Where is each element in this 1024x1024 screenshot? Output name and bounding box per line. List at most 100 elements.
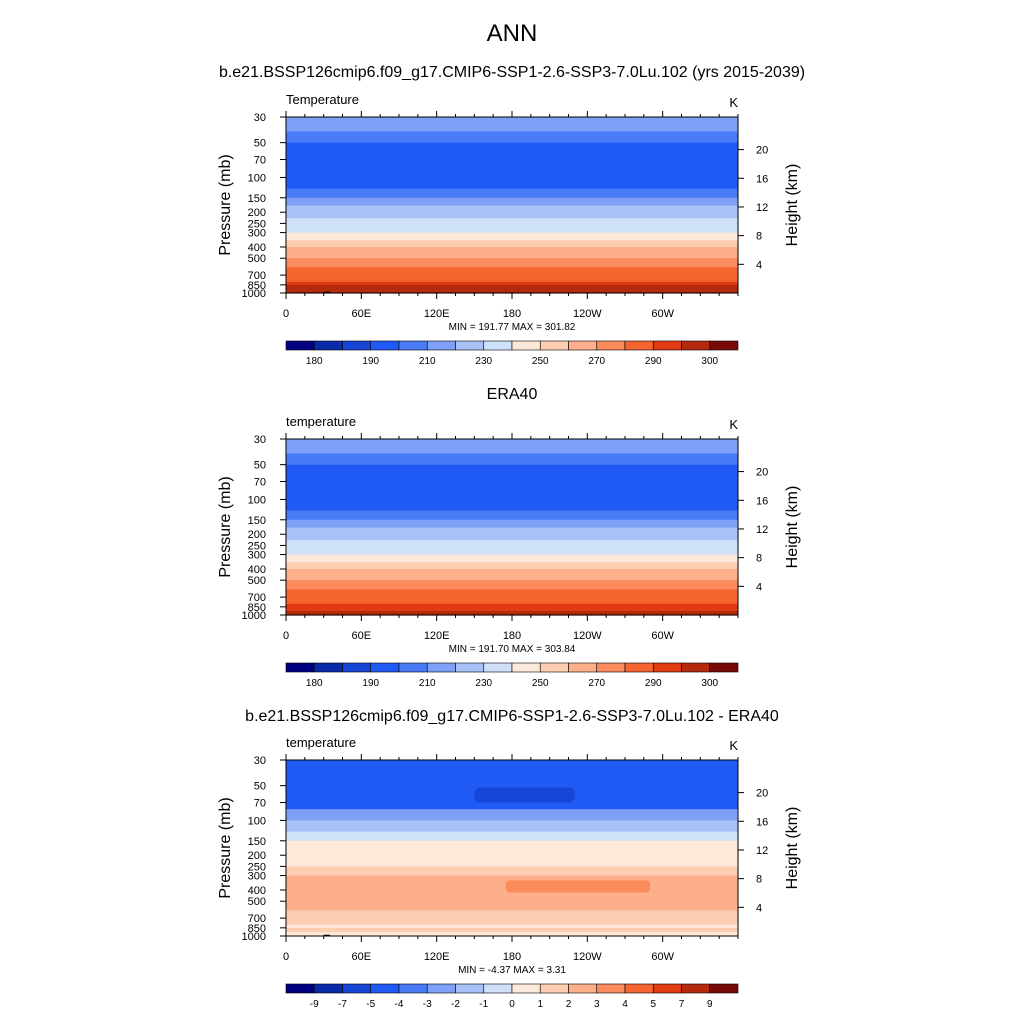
y-tick-label: 1000 bbox=[242, 288, 266, 300]
colorbar-label: 190 bbox=[362, 356, 379, 367]
contour-band bbox=[286, 275, 738, 283]
colorbar-swatch bbox=[624, 340, 654, 351]
colorbar-swatch bbox=[483, 662, 513, 673]
colorbar-label: 290 bbox=[645, 356, 662, 367]
colorbar-swatch bbox=[483, 340, 513, 351]
colorbar-swatch bbox=[596, 983, 626, 994]
colorbar-swatch bbox=[285, 983, 315, 994]
height-tick-label: 16 bbox=[756, 816, 768, 828]
contour-band bbox=[286, 820, 738, 833]
colorbar-swatch bbox=[426, 983, 456, 994]
colorbar-swatch bbox=[709, 983, 739, 994]
colorbar-label: 1 bbox=[537, 999, 543, 1010]
y-tick-label: 300 bbox=[248, 228, 266, 240]
contour-band bbox=[286, 240, 738, 248]
height-tick-label: 8 bbox=[756, 231, 762, 243]
colorbar-label: 270 bbox=[588, 356, 605, 367]
colorbar-swatch bbox=[398, 662, 428, 673]
colorbar-swatch bbox=[511, 662, 541, 673]
contour-band bbox=[286, 606, 738, 612]
x-tick-label: 120E bbox=[424, 951, 450, 963]
contour-band bbox=[286, 499, 738, 512]
y-tick-label: 100 bbox=[248, 815, 266, 827]
colorbar-swatch bbox=[681, 983, 711, 994]
contour-band bbox=[286, 481, 738, 492]
colorbar-label: 5 bbox=[650, 999, 656, 1010]
contour-band bbox=[286, 205, 738, 213]
colorbar-swatch bbox=[285, 662, 315, 673]
contour-band bbox=[286, 439, 738, 455]
colorbar-swatch bbox=[285, 340, 315, 351]
colorbar-label: 0 bbox=[509, 999, 515, 1010]
colorbar-swatch bbox=[539, 983, 569, 994]
colorbar-swatch bbox=[568, 662, 598, 673]
panel-3-title: b.e21.BSSP126cmip6.f09_g17.CMIP6-SSP1-2.… bbox=[245, 708, 779, 725]
colorbar-swatch bbox=[652, 340, 682, 351]
stats-label: MIN = -4.37 MAX = 3.31 bbox=[458, 965, 566, 976]
y-tick-label: 150 bbox=[248, 836, 266, 848]
colorbar-swatch bbox=[652, 983, 682, 994]
y-tick-label: 70 bbox=[254, 477, 266, 489]
colorbar-label: -7 bbox=[338, 999, 347, 1010]
y-tick-label: 400 bbox=[248, 242, 266, 254]
colorbar-swatch bbox=[398, 983, 428, 994]
colorbar-label: 250 bbox=[532, 678, 549, 689]
height-tick-label: 20 bbox=[756, 467, 768, 479]
colorbar-swatch bbox=[313, 983, 343, 994]
colorbar-swatch bbox=[681, 340, 711, 351]
colorbar-label: 4 bbox=[622, 999, 628, 1010]
contour-band bbox=[286, 519, 738, 529]
x-tick-label: 60E bbox=[352, 308, 372, 320]
height-tick-label: 8 bbox=[756, 553, 762, 565]
y-tick-label: 150 bbox=[248, 193, 266, 205]
contour-band bbox=[286, 188, 738, 199]
x-tick-label: 0 bbox=[283, 630, 289, 642]
colorbar-swatch bbox=[370, 340, 400, 351]
y-axis-label: Pressure (mb) bbox=[217, 797, 234, 898]
anomaly-patch bbox=[474, 787, 575, 803]
contour-band bbox=[286, 212, 738, 219]
colorbar-label: 190 bbox=[362, 678, 379, 689]
height-tick-label: 12 bbox=[756, 845, 768, 857]
colorbar-swatch bbox=[511, 983, 541, 994]
colorbar-label: -9 bbox=[310, 999, 319, 1010]
colorbar-label: -4 bbox=[395, 999, 404, 1010]
y-tick-label: 700 bbox=[248, 913, 266, 925]
x-tick-label: 120W bbox=[573, 951, 602, 963]
variable-label: temperature bbox=[286, 414, 356, 429]
contour-band bbox=[286, 464, 738, 475]
contour-band bbox=[286, 473, 738, 483]
colorbar-label: 230 bbox=[475, 678, 492, 689]
y-tick-label: 50 bbox=[254, 781, 266, 793]
y-tick-label: 500 bbox=[248, 896, 266, 908]
contour-band bbox=[286, 540, 738, 547]
contour-band bbox=[286, 918, 738, 926]
contour-band bbox=[286, 284, 738, 290]
colorbar-label: 300 bbox=[701, 678, 718, 689]
colorbar-label: 180 bbox=[306, 356, 323, 367]
contour-band bbox=[286, 218, 738, 225]
contour-band bbox=[286, 809, 738, 822]
height-tick-label: 4 bbox=[756, 581, 762, 593]
contour-band bbox=[286, 247, 738, 259]
colorbar-swatch bbox=[652, 662, 682, 673]
x-tick-label: 120E bbox=[424, 630, 450, 642]
x-tick-label: 0 bbox=[283, 308, 289, 320]
contour-band bbox=[286, 831, 738, 842]
colorbar-swatch bbox=[342, 662, 372, 673]
panel-2: 0 60E 120E 180 120W 60W3050701001502002503004… bbox=[217, 414, 801, 689]
colorbar-swatch bbox=[313, 340, 343, 351]
contour-band bbox=[286, 177, 738, 190]
contour-band bbox=[286, 223, 738, 234]
contour-band bbox=[286, 875, 738, 884]
colorbar-swatch bbox=[596, 340, 626, 351]
y-tick-label: 200 bbox=[248, 207, 266, 219]
y-tick-label: 1000 bbox=[242, 610, 266, 622]
x-tick-label: 120E bbox=[424, 308, 450, 320]
y-tick-label: 250 bbox=[248, 540, 266, 552]
contour-band bbox=[286, 258, 738, 268]
contour-band bbox=[286, 151, 738, 161]
colorbar-swatch bbox=[511, 340, 541, 351]
y-tick-label: 850 bbox=[248, 602, 266, 614]
